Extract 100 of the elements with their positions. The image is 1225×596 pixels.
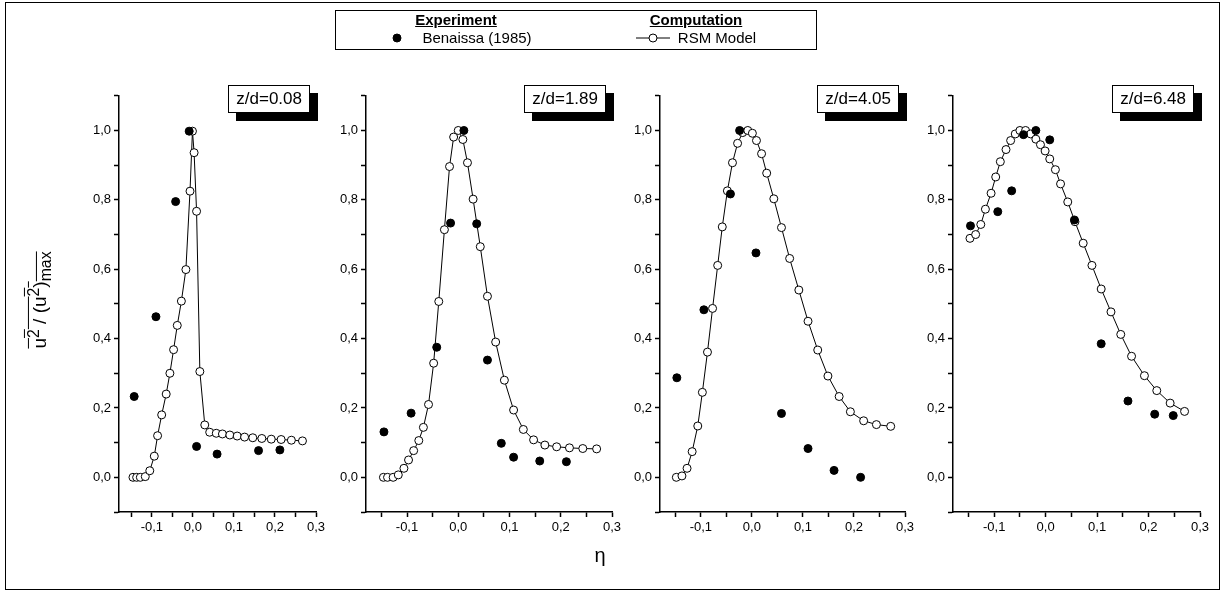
point	[733, 138, 743, 148]
y-tick-label: 1,0	[926, 122, 945, 138]
point	[1031, 134, 1041, 144]
text: Computation	[649, 11, 743, 29]
point	[145, 466, 155, 476]
point	[803, 316, 813, 326]
point	[195, 367, 205, 377]
point	[1050, 165, 1060, 175]
point	[823, 371, 833, 381]
point	[1180, 406, 1190, 416]
point	[153, 431, 163, 441]
point	[496, 438, 506, 448]
y-tick-label: 0,4	[339, 330, 358, 346]
point	[1096, 284, 1106, 294]
point	[785, 253, 795, 263]
x-tick-label: 0,2	[844, 519, 863, 535]
point	[200, 420, 210, 430]
point	[151, 312, 161, 322]
point	[276, 435, 286, 445]
point	[886, 421, 896, 431]
point	[564, 443, 574, 453]
point	[693, 421, 703, 431]
point	[472, 219, 482, 229]
y-tick-label: 0,2	[92, 399, 111, 415]
point	[1006, 136, 1016, 146]
point	[169, 345, 179, 355]
point	[751, 136, 761, 146]
x-tick-label: 0,1	[500, 519, 519, 535]
point	[1096, 339, 1106, 349]
point	[462, 158, 472, 168]
point	[727, 158, 737, 168]
chart-title: z/d=4.05	[817, 85, 899, 113]
x-tick-label: -0,1	[395, 519, 419, 535]
x-axis-title: η	[594, 544, 606, 567]
x-tick-label: 0,0	[449, 519, 468, 535]
point	[713, 260, 723, 270]
x-tick-label: -0,1	[689, 519, 713, 535]
point	[475, 242, 485, 252]
point	[192, 206, 202, 216]
point	[966, 221, 975, 231]
point	[747, 128, 757, 138]
point	[1007, 186, 1017, 196]
point	[1056, 179, 1066, 189]
legend-label: RSM Model	[677, 29, 757, 47]
point	[1040, 146, 1050, 156]
point	[776, 223, 786, 233]
x-tick-label: 0,1	[793, 519, 812, 535]
point	[1001, 145, 1011, 155]
point	[1045, 154, 1055, 164]
x-tick-label: 0,3	[306, 519, 326, 535]
point	[446, 218, 456, 228]
point	[379, 427, 389, 437]
point	[1035, 140, 1045, 150]
point	[1152, 386, 1162, 396]
point	[459, 125, 469, 135]
point	[393, 470, 403, 480]
point	[212, 449, 222, 459]
y-tick-label: 0,4	[633, 330, 652, 346]
point	[682, 463, 692, 473]
y-tick-label: 0,4	[92, 330, 111, 346]
y-tick-label: 0,8	[339, 191, 358, 207]
point	[254, 446, 264, 456]
x-tick-label: 0,3	[1190, 519, 1210, 535]
point	[499, 375, 509, 385]
point	[165, 368, 175, 378]
point	[708, 303, 718, 313]
point	[171, 197, 181, 207]
point	[1031, 125, 1041, 135]
point	[176, 296, 186, 306]
point	[1087, 260, 1097, 270]
point	[185, 186, 195, 196]
y-tick-label: 0,6	[633, 260, 652, 276]
point	[1106, 307, 1116, 317]
point	[192, 441, 202, 451]
point	[1127, 351, 1137, 361]
point	[414, 436, 424, 446]
y-tick-label: 0,8	[926, 191, 945, 207]
y-tick-label: 0,0	[339, 468, 358, 484]
point	[803, 444, 813, 454]
point	[687, 447, 697, 457]
point	[552, 442, 562, 452]
point	[980, 204, 990, 214]
point	[266, 434, 276, 444]
point	[181, 265, 191, 275]
point	[762, 168, 772, 178]
point	[993, 207, 1003, 217]
y-tick-label: 0,0	[92, 468, 111, 484]
point	[813, 345, 823, 355]
y-tick-label: 0,0	[926, 468, 945, 484]
point	[449, 132, 459, 142]
x-tick-label: 0,0	[1036, 519, 1055, 535]
point	[140, 472, 150, 482]
point	[1123, 396, 1133, 406]
point	[1139, 371, 1149, 381]
point	[776, 409, 786, 418]
y-tick-label: 0,2	[926, 399, 945, 415]
y-tick-label: 0,4	[926, 330, 945, 346]
point	[424, 399, 434, 409]
y-tick-label: 1,0	[633, 122, 652, 138]
x-tick-label: 0,1	[224, 519, 243, 535]
